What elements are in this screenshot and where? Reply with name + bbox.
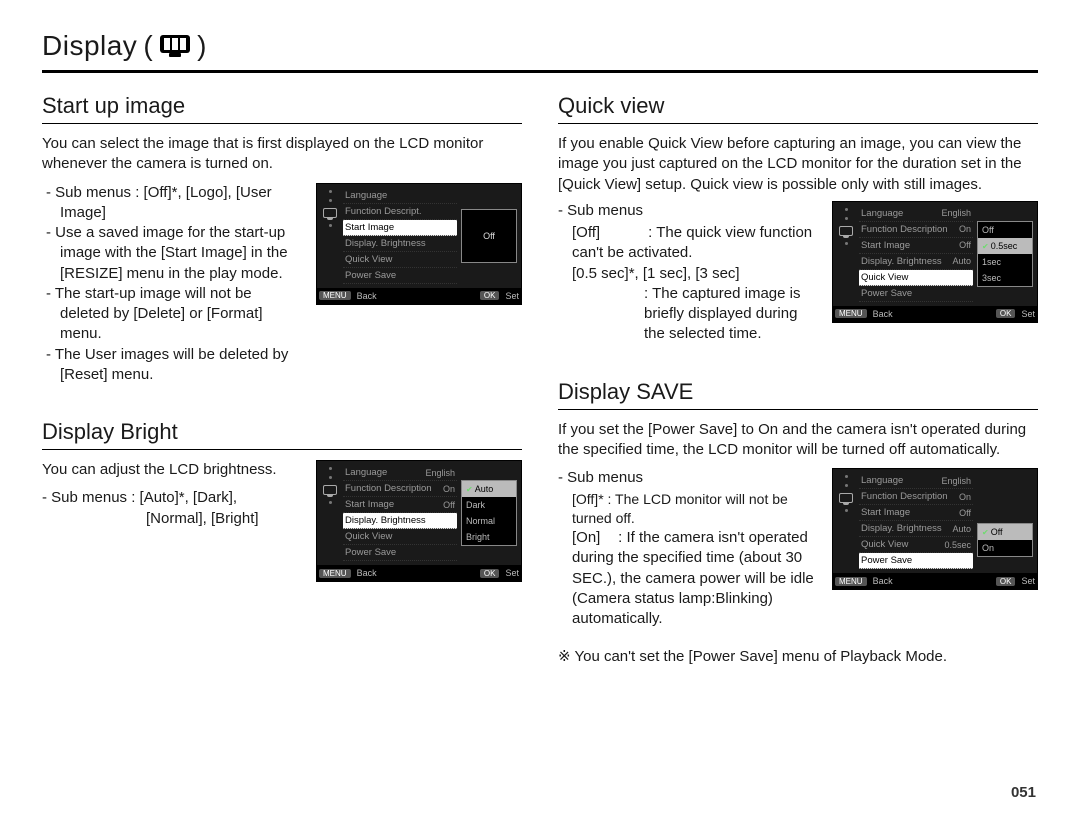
menu-set-label: Set [505, 291, 519, 301]
page-title-close-paren: ) [197, 30, 207, 62]
ps-off: [Off]* : The LCD monitor will not be tur… [558, 490, 818, 528]
menu-back-label: Back [357, 568, 377, 578]
display-icon [159, 34, 191, 58]
page-title: Display ( ) [42, 30, 1038, 73]
display-icon [839, 493, 853, 503]
menu-item: Power Save [343, 268, 457, 284]
menu-item: Start ImageOff [859, 238, 973, 254]
menu-back-label: Back [357, 291, 377, 301]
menu-item: Language [343, 188, 457, 204]
ok-tag: OK [996, 309, 1016, 318]
left-column: Start up image You can select the image … [42, 87, 522, 683]
ps-sub: - Sub menus [558, 468, 818, 488]
menu-item: LanguageEnglish [859, 473, 973, 489]
menu-item: Function Descript. [343, 204, 457, 220]
quickview-heading: Quick view [558, 93, 1038, 124]
popup-option: Dark [462, 497, 516, 513]
menu-item: Quick View0.5sec [859, 537, 973, 553]
popup-option: Off [978, 524, 1032, 540]
bright-b1: - Sub menus : [Auto]*, [Dark], [42, 488, 302, 508]
startup-b2: - Use a saved image for the start-up ima… [46, 223, 302, 284]
display-icon [323, 208, 337, 218]
bright-intro: You can adjust the LCD brightness. [42, 460, 302, 480]
menu-item: Power Save [343, 545, 457, 561]
menu-tag: MENU [319, 291, 351, 300]
quickview-intro: If you enable Quick View before capturin… [558, 134, 1038, 195]
page-title-text: Display [42, 30, 137, 62]
menu-tag: MENU [835, 309, 867, 318]
qv-off-label: [Off] [572, 223, 644, 243]
page-title-open-paren: ( [143, 30, 153, 62]
menu-item: Display. BrightnessAuto [859, 521, 973, 537]
menu-item: Power Save [859, 286, 973, 302]
two-columns: Start up image You can select the image … [42, 87, 1038, 683]
menu-back-label: Back [873, 309, 893, 319]
menu-item: Display. BrightnessAuto [859, 254, 973, 270]
powersave-menu-screenshot: LanguageEnglishFunction DescriptionOnSta… [832, 468, 1038, 590]
menu-set-label: Set [1021, 576, 1035, 586]
menu-item: Function DescriptionOn [859, 222, 973, 238]
menu-item: Function DescriptionOn [343, 481, 457, 497]
bright-heading: Display Bright [42, 419, 522, 450]
menu-item: Quick View [343, 529, 457, 545]
menu-tag: MENU [319, 569, 351, 578]
bright-text: You can adjust the LCD brightness. - Sub… [42, 460, 302, 529]
powersave-heading: Display SAVE [558, 379, 1038, 410]
quickview-menu-screenshot: LanguageEnglishFunction DescriptionOnSta… [832, 201, 1038, 323]
menu-item: Start ImageOff [859, 505, 973, 521]
right-column: Quick view If you enable Quick View befo… [558, 87, 1038, 683]
menu-item: Function DescriptionOn [859, 489, 973, 505]
menu-item: Start ImageOff [343, 497, 457, 513]
popup-option: Off [978, 222, 1032, 238]
popup-option: 1sec [978, 254, 1032, 270]
menu-item: Start Image [343, 220, 457, 236]
popup-option: Off [479, 228, 499, 244]
powersave-intro: If you set the [Power Save] to On and th… [558, 420, 1038, 461]
menu-set-label: Set [1021, 309, 1035, 319]
powersave-note: You can't set the [Power Save] menu of P… [574, 648, 947, 665]
quickview-text: - Sub menus [Off] : The quick view funct… [558, 201, 818, 345]
quickview-sub: - Sub menus [558, 201, 818, 221]
startup-menu-screenshot: LanguageFunction Descript.Start ImageDis… [316, 183, 522, 305]
menu-back-label: Back [873, 576, 893, 586]
display-icon [323, 485, 337, 495]
page-number: 051 [1011, 784, 1036, 801]
ps-on-label: [On] [572, 528, 614, 548]
startup-bullets: - Sub menus : [Off]*, [Logo], [User Imag… [42, 183, 302, 386]
popup-option: Bright [462, 529, 516, 545]
popup-option: Normal [462, 513, 516, 529]
menu-item: Display. Brightness [343, 236, 457, 252]
menu-set-label: Set [505, 568, 519, 578]
menu-item: Quick View [859, 270, 973, 286]
qv-times: [0.5 sec]*, [1 sec], [3 sec] [558, 264, 818, 284]
menu-item: Display. Brightness [343, 513, 457, 529]
startup-b4: - The User images will be deleted by [Re… [46, 345, 302, 386]
menu-tag: MENU [835, 577, 867, 586]
note-symbol: ※ [558, 648, 571, 665]
popup-option: On [978, 540, 1032, 556]
popup-option: 0.5sec [978, 238, 1032, 254]
ok-tag: OK [480, 291, 500, 300]
popup-option: Auto [462, 481, 516, 497]
qv-times-text: : The captured image is briefly displaye… [644, 285, 800, 343]
startup-b3: - The start-up image will not be deleted… [46, 284, 302, 345]
ok-tag: OK [996, 577, 1016, 586]
startup-heading: Start up image [42, 93, 522, 124]
startup-intro: You can select the image that is first d… [42, 134, 522, 175]
ok-tag: OK [480, 569, 500, 578]
menu-item: LanguageEnglish [343, 465, 457, 481]
popup-option: 3sec [978, 270, 1032, 286]
bright-b1c: [Normal], [Bright] [42, 509, 302, 529]
display-icon [839, 226, 853, 236]
bright-menu-screenshot: LanguageEnglishFunction DescriptionOnSta… [316, 460, 522, 582]
powersave-text: - Sub menus [Off]* : The LCD monitor wil… [558, 468, 818, 629]
menu-item: Quick View [343, 252, 457, 268]
startup-b1: - Sub menus : [Off]*, [Logo], [User Imag… [46, 183, 302, 224]
menu-item: Power Save [859, 553, 973, 569]
menu-item: LanguageEnglish [859, 206, 973, 222]
